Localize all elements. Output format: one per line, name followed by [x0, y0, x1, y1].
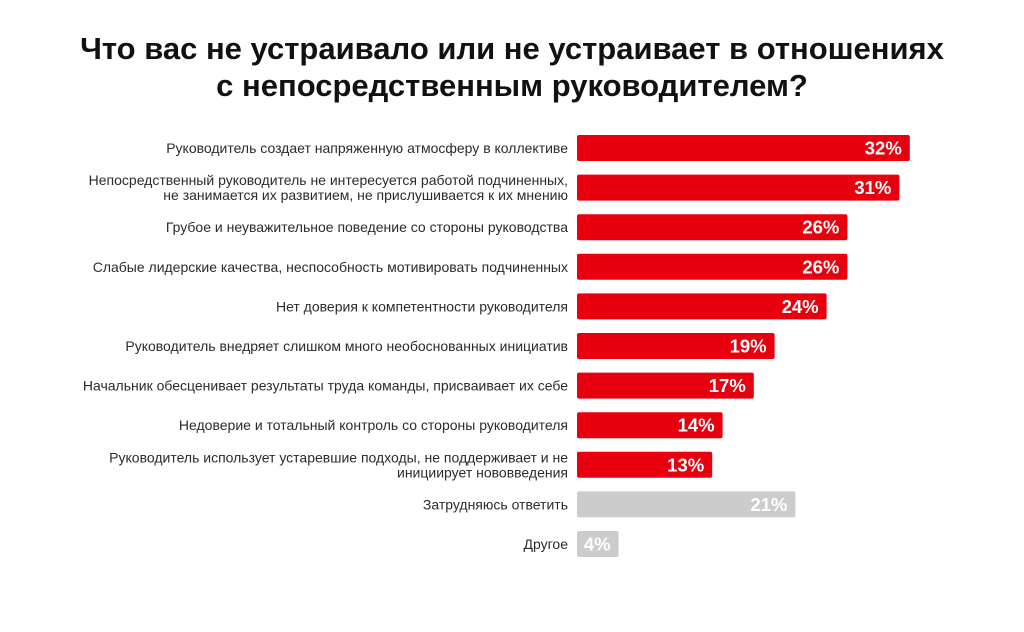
bar	[577, 372, 754, 399]
category-label: Руководитель использует устаревшие подхо…	[109, 449, 568, 465]
category-label: Руководитель создает напряженную атмосфе…	[166, 140, 568, 156]
bar-row: 14% Недоверие и тотальный контроль со сто…	[179, 412, 723, 439]
bar-row: 4% Другое	[524, 531, 619, 557]
category-label: инициирует нововведения	[397, 464, 568, 480]
bar-row: 13% Руководитель использует устаревшие по…	[109, 449, 713, 480]
bar-row: 31% Непосредственный руководитель не инте…	[89, 172, 900, 203]
bar-value-label: 14%	[678, 415, 715, 436]
bar-row: 26% Слабые лидерские качества, неспособно…	[93, 253, 848, 280]
chart-title-line-1: Что вас не устраивало или не устраивает …	[80, 31, 944, 66]
bar-value-label: 26%	[802, 256, 839, 277]
bar	[577, 135, 910, 161]
bar-value-label: 13%	[667, 454, 704, 475]
bar	[577, 451, 713, 478]
bar-value-label: 31%	[854, 177, 891, 198]
bar	[577, 253, 848, 280]
bar-value-label: 26%	[802, 217, 839, 238]
bar-row: 24% Нет доверия к компетентности руководи…	[276, 293, 827, 320]
bar-value-label: 32%	[865, 138, 902, 159]
bar-value-label: 19%	[730, 336, 767, 357]
bar	[577, 214, 848, 241]
bar	[577, 333, 775, 359]
bar-value-label: 4%	[584, 534, 611, 555]
category-label: Грубое и неуважительное поведение со сто…	[166, 219, 568, 235]
bar	[577, 293, 827, 320]
bar	[577, 531, 619, 557]
bar-row: 32% Руководитель создает напряженную атмо…	[166, 135, 910, 161]
category-label: Недоверие и тотальный контроль со сторон…	[179, 417, 568, 433]
category-label: Нет доверия к компетентности руководител…	[276, 298, 568, 314]
category-label: Слабые лидерские качества, неспособность…	[93, 259, 568, 275]
bar	[577, 174, 900, 201]
category-label: Затрудняюсь ответить	[423, 496, 568, 512]
bar	[577, 412, 723, 439]
chart-title-line-2: с непосредственным руководителем?	[216, 68, 808, 103]
category-label: Руководитель внедряет слишком много необ…	[125, 338, 568, 354]
bar-row: 21% Затрудняюсь ответить	[423, 491, 796, 518]
bar-row: 26% Грубое и неуважительное поведение со …	[166, 214, 848, 241]
category-label: Непосредственный руководитель не интерес…	[89, 172, 568, 188]
bar	[577, 491, 796, 518]
category-label: Начальник обесценивает результаты труда …	[83, 378, 568, 394]
bar-row: 17% Начальник обесценивает результаты тру…	[83, 372, 754, 399]
chart-title: Что вас не устраивало или не устраивает …	[0, 30, 1024, 104]
category-label: Другое	[524, 536, 569, 552]
bar-value-label: 24%	[782, 296, 819, 317]
category-label: не занимается их развитием, не прислушив…	[163, 187, 568, 203]
bar-row: 19% Руководитель внедряет слишком много н…	[125, 333, 775, 359]
bar-value-label: 21%	[750, 494, 787, 515]
bar-value-label: 17%	[709, 375, 746, 396]
